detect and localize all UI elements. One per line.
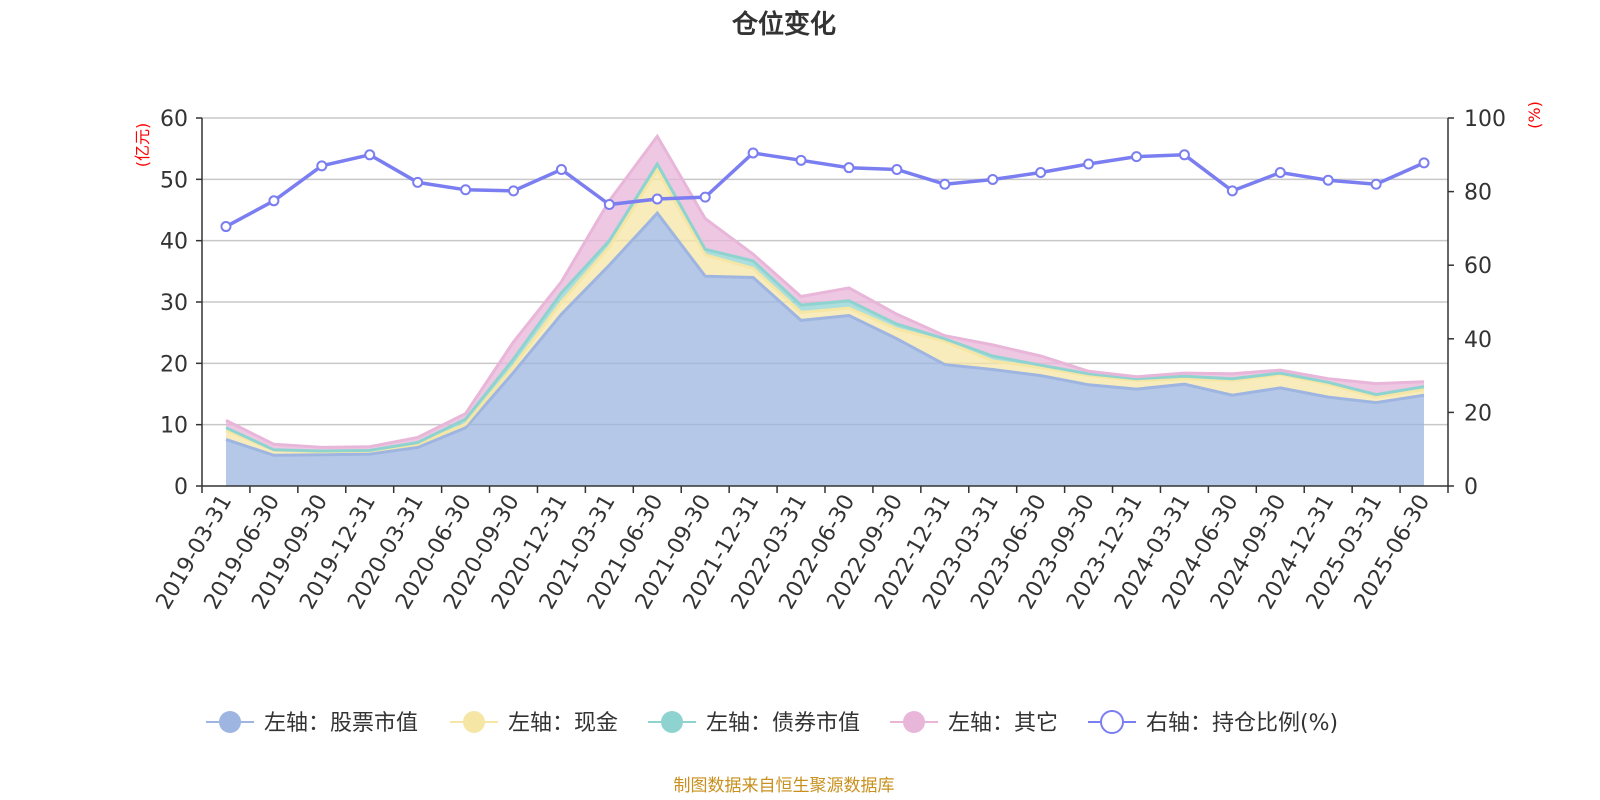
- area-edge-左轴：债券市值: [225, 161, 1425, 453]
- ratio-point[interactable]: [364, 149, 376, 161]
- ratio-point[interactable]: [1131, 151, 1142, 163]
- ratio-point[interactable]: [651, 193, 663, 205]
- legend-item[interactable]: 左轴：其它: [890, 711, 1058, 736]
- ratio-point[interactable]: [316, 160, 328, 172]
- left-tick-label: 30: [160, 291, 188, 316]
- area-edge-左轴：其它: [225, 133, 1425, 449]
- legend-swatch: [463, 711, 485, 733]
- ratio-point[interactable]: [555, 164, 567, 176]
- ratio-point[interactable]: [268, 195, 280, 207]
- ratio-point[interactable]: [220, 221, 232, 233]
- ratio-point[interactable]: [1035, 166, 1047, 178]
- ratio-line-path: [225, 151, 1425, 229]
- ratio-point[interactable]: [747, 147, 759, 159]
- legend-label: 右轴：持仓比例(%): [1146, 711, 1338, 736]
- area-左轴：债券市值: [226, 164, 1424, 452]
- legend-label: 左轴：其它: [948, 711, 1058, 736]
- ratio-point[interactable]: [891, 164, 903, 176]
- ratio-point[interactable]: [603, 198, 615, 210]
- left-tick-label: 60: [160, 107, 188, 132]
- legend-item[interactable]: 右轴：持仓比例(%): [1088, 710, 1338, 736]
- legend-label: 左轴：股票市值: [264, 711, 418, 736]
- right-tick-label: 60: [1464, 254, 1492, 279]
- legend-swatch: [1100, 710, 1124, 734]
- legend-item[interactable]: 左轴：股票市值: [206, 711, 418, 736]
- right-tick-label: 0: [1464, 475, 1478, 500]
- stacked-areas: [225, 133, 1425, 486]
- chart-title: 仓位变化: [731, 9, 836, 40]
- legend-item[interactable]: 左轴：债券市值: [648, 711, 860, 736]
- legend[interactable]: 左轴：股票市值 左轴：现金 左轴：债券市值 左轴：其它 右轴：持仓比例(%): [206, 710, 1338, 736]
- legend-label: 左轴：现金: [508, 711, 618, 736]
- ratio-point[interactable]: [1226, 185, 1238, 197]
- legend-swatch: [219, 711, 241, 733]
- left-axis-unit: (亿元): [133, 123, 152, 168]
- right-tick-label: 100: [1464, 107, 1506, 132]
- left-tick-label: 20: [160, 352, 188, 377]
- area-edge-左轴：股票市值: [225, 210, 1425, 457]
- right-tick-label: 40: [1464, 328, 1492, 353]
- left-tick-label: 40: [160, 230, 188, 255]
- ratio-point[interactable]: [1083, 158, 1095, 170]
- legend-item[interactable]: 左轴：现金: [450, 711, 618, 736]
- legend-label: 左轴：债券市值: [706, 711, 860, 736]
- ratio-point[interactable]: [699, 191, 711, 203]
- area-edge-左轴：现金: [225, 167, 1425, 454]
- left-tick-label: 50: [160, 168, 188, 193]
- ratio-point[interactable]: [1322, 174, 1334, 186]
- left-tick-label: 10: [160, 414, 188, 439]
- ratio-point[interactable]: [412, 176, 424, 188]
- area-左轴：股票市值: [226, 213, 1424, 486]
- right-tick-label: 20: [1464, 401, 1492, 426]
- source-note: 制图数据来自恒生聚源数据库: [674, 776, 895, 796]
- ratio-point[interactable]: [1274, 166, 1286, 178]
- ratio-point[interactable]: [460, 184, 472, 196]
- area-左轴：现金: [226, 170, 1424, 456]
- right-axis-unit: (%): [1525, 101, 1544, 129]
- right-tick-label: 80: [1464, 181, 1492, 206]
- ratio-point[interactable]: [843, 162, 855, 174]
- legend-swatch: [903, 711, 925, 733]
- legend-swatch: [661, 711, 683, 733]
- ratio-point[interactable]: [1370, 178, 1382, 190]
- ratio-point[interactable]: [1418, 157, 1430, 169]
- ratio-point[interactable]: [508, 185, 519, 197]
- ratio-line: [220, 147, 1430, 233]
- ratio-point[interactable]: [987, 173, 999, 185]
- ratio-point[interactable]: [939, 178, 951, 190]
- ratio-point[interactable]: [795, 154, 807, 166]
- ratio-point[interactable]: [1178, 149, 1190, 161]
- left-tick-label: 0: [174, 475, 188, 500]
